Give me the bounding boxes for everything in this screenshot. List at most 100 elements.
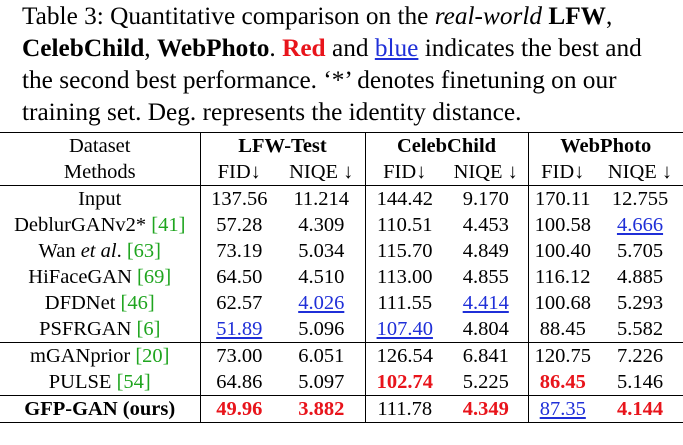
cell: 170.11 bbox=[534, 188, 591, 210]
group-webphoto: WebPhoto bbox=[528, 132, 683, 159]
cell: 62.57 bbox=[216, 292, 263, 314]
cell: 4.510 bbox=[278, 264, 366, 290]
table-row: HiFaceGAN [69] 64.50 4.510 113.00 4.855 … bbox=[0, 264, 683, 290]
citation-link[interactable]: [54] bbox=[116, 371, 151, 393]
header-row-groups: Dataset LFW-Test CelebChild WebPhoto bbox=[0, 132, 683, 159]
cell-best: 86.45 bbox=[539, 371, 586, 393]
cell-best: 102.74 bbox=[376, 371, 433, 393]
header-row-metrics: Methods FID↓ NIQE ↓ FID↓ NIQE ↓ FID↓ NIQ… bbox=[0, 159, 683, 186]
cell: 73.19 bbox=[216, 240, 263, 262]
cell: 100.58 bbox=[534, 214, 591, 236]
table-row: Input 137.56 11.214 144.42 9.170 170.11 … bbox=[0, 185, 683, 212]
method-name: mGANprior [20] bbox=[0, 342, 201, 369]
table-row: PSFRGAN [6] 51.89 5.096 107.40 4.804 88.… bbox=[0, 316, 683, 343]
cell: 12.755 bbox=[611, 188, 669, 210]
group-lfw-test: LFW-Test bbox=[200, 132, 366, 159]
col-header: NIQE ↓ bbox=[278, 159, 366, 186]
caption-blue: blue bbox=[374, 34, 419, 62]
cell-second-best: 51.89 bbox=[216, 318, 263, 340]
cell-best: 4.144 bbox=[597, 395, 683, 423]
cell: 5.146 bbox=[616, 371, 664, 393]
caption-celebchild: CelebChild bbox=[22, 34, 145, 62]
cell: 5.705 bbox=[616, 240, 664, 262]
cell: 5.034 bbox=[278, 238, 366, 264]
cell: 6.051 bbox=[278, 342, 366, 369]
cell: 73.00 bbox=[200, 342, 278, 369]
cell: 100.40 bbox=[534, 240, 591, 262]
cell: 6.841 bbox=[444, 342, 529, 369]
cell: 137.56 bbox=[211, 188, 268, 210]
cell: 100.68 bbox=[534, 292, 591, 314]
method-name: PULSE [54] bbox=[0, 369, 201, 396]
citation-link[interactable]: [46] bbox=[120, 292, 155, 314]
cell-best: 3.882 bbox=[278, 395, 366, 423]
citation-link[interactable]: [69] bbox=[137, 266, 172, 288]
table-caption: Table 3: Quantitative comparison on the … bbox=[22, 2, 642, 126]
citation-link[interactable]: [41] bbox=[151, 214, 186, 236]
table-row: Wan et al. [63] 73.19 5.034 115.70 4.849… bbox=[0, 238, 683, 264]
method-name: HiFaceGAN [69] bbox=[0, 264, 201, 290]
table-row: DeblurGANv2* [41] 57.28 4.309 110.51 4.4… bbox=[0, 212, 683, 238]
cell: 120.75 bbox=[528, 342, 597, 369]
cell-best: 49.96 bbox=[200, 395, 278, 423]
citation-link[interactable]: [63] bbox=[126, 240, 161, 262]
dataset-header: Dataset bbox=[0, 132, 201, 159]
cell: 11.214 bbox=[278, 185, 366, 212]
cell: 4.804 bbox=[444, 316, 529, 343]
caption-real-world: real-world bbox=[434, 2, 542, 30]
citation-link[interactable]: [6] bbox=[136, 318, 161, 340]
cell: 4.309 bbox=[278, 212, 366, 238]
table-row: mGANprior [20] 73.00 6.051 126.54 6.841 … bbox=[0, 342, 683, 369]
cell: 5.225 bbox=[444, 369, 529, 396]
col-header: NIQE ↓ bbox=[597, 159, 683, 186]
col-header: FID↓ bbox=[200, 159, 278, 186]
caption-lfw: LFW bbox=[548, 2, 606, 30]
caption-text: Table 3: Quantitative comparison on the bbox=[22, 2, 435, 30]
cell: 111.55 bbox=[377, 292, 433, 314]
cell: 4.855 bbox=[444, 264, 529, 290]
cell-second-best: 4.666 bbox=[616, 214, 664, 236]
table-row: PULSE [54] 64.86 5.097 102.74 5.225 86.4… bbox=[0, 369, 683, 396]
cell: 88.45 bbox=[539, 318, 586, 340]
caption-webphoto: WebPhoto bbox=[156, 34, 270, 62]
method-name: Input bbox=[0, 185, 201, 212]
cell: 64.50 bbox=[216, 266, 263, 288]
cell: 116.12 bbox=[534, 266, 591, 288]
method-name: GFP-GAN (ours) bbox=[0, 395, 201, 423]
cell-second-best: 87.35 bbox=[528, 395, 597, 423]
table-row-ours: GFP-GAN (ours) 49.96 3.882 111.78 4.349 … bbox=[0, 395, 683, 423]
cell-best: 4.349 bbox=[444, 395, 529, 423]
group-celebchild: CelebChild bbox=[365, 132, 529, 159]
col-header: FID↓ bbox=[365, 159, 444, 186]
cell: 4.849 bbox=[444, 238, 529, 264]
method-name: PSFRGAN [6] bbox=[0, 316, 201, 343]
cell: 126.54 bbox=[365, 342, 444, 369]
cell-second-best: 107.40 bbox=[376, 318, 433, 340]
methods-header: Methods bbox=[0, 159, 201, 186]
cell: 4.885 bbox=[616, 266, 664, 288]
cell: 64.86 bbox=[216, 371, 263, 393]
cell-second-best: 4.414 bbox=[444, 290, 529, 316]
cell: 57.28 bbox=[216, 214, 263, 236]
cell: 9.170 bbox=[444, 185, 529, 212]
cell: 5.097 bbox=[278, 369, 366, 396]
cell-second-best: 4.026 bbox=[278, 290, 366, 316]
cell: 5.293 bbox=[616, 292, 664, 314]
cell: 111.78 bbox=[365, 395, 444, 423]
method-name: DeblurGANv2* [41] bbox=[0, 212, 201, 238]
cell: 5.096 bbox=[278, 316, 366, 343]
method-name: Wan et al. [63] bbox=[0, 238, 201, 264]
cell: 110.51 bbox=[376, 214, 433, 236]
caption-red: Red bbox=[282, 34, 326, 62]
cell: 5.582 bbox=[616, 318, 664, 340]
table-row: DFDNet [46] 62.57 4.026 111.55 4.414 100… bbox=[0, 290, 683, 316]
cell: 7.226 bbox=[597, 342, 683, 369]
cell: 113.00 bbox=[376, 266, 433, 288]
cell: 115.70 bbox=[376, 240, 433, 262]
col-header: NIQE ↓ bbox=[444, 159, 529, 186]
citation-link[interactable]: [20] bbox=[135, 345, 170, 367]
col-header: FID↓ bbox=[528, 159, 597, 186]
comparison-table: Dataset LFW-Test CelebChild WebPhoto Met… bbox=[0, 132, 683, 423]
cell: 4.453 bbox=[444, 212, 529, 238]
